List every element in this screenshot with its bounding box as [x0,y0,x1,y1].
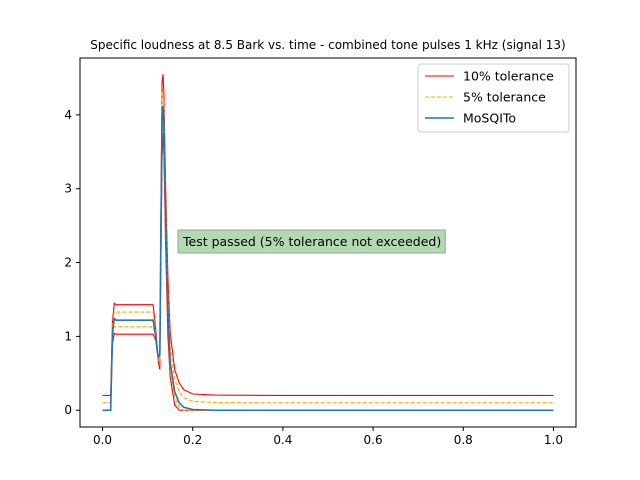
x-tick-label: 0.0 [93,433,112,447]
legend: 10% tolerance 5% tolerance MoSQITo [417,63,570,133]
mosqito-line [102,105,554,412]
annotation-box: Test passed (5% tolerance not exceeded) [177,229,446,254]
plot-frame [79,57,577,428]
y-tick-label: 1 [64,329,72,343]
legend-frame [417,63,570,133]
y-tick-label: 2 [64,256,72,270]
5-tolerance-upper-line [102,88,554,404]
y-tick-label: 3 [64,182,72,196]
chart-title: Specific loudness at 8.5 Bark vs. time -… [90,38,565,52]
legend-label: MoSQITo [463,111,516,126]
y-tick-label: 4 [64,108,72,122]
x-tick-label: 1.0 [544,433,563,447]
x-tick-label: 0.2 [183,433,202,447]
y-tick-label: 0 [64,403,72,417]
x-axis: 0.0 0.2 0.4 0.6 0.8 1.0 [93,427,563,447]
annotation-text: Test passed (5% tolerance not exceeded) [182,234,441,249]
legend-label: 10% tolerance [463,69,554,84]
x-tick-label: 0.4 [273,433,292,447]
x-tick-label: 0.6 [364,433,383,447]
y-axis: 0 1 2 3 4 [64,108,80,417]
legend-label: 5% tolerance [463,90,546,105]
annotation-background [177,229,446,254]
series-layer [102,74,554,412]
x-tick-label: 0.8 [454,433,473,447]
